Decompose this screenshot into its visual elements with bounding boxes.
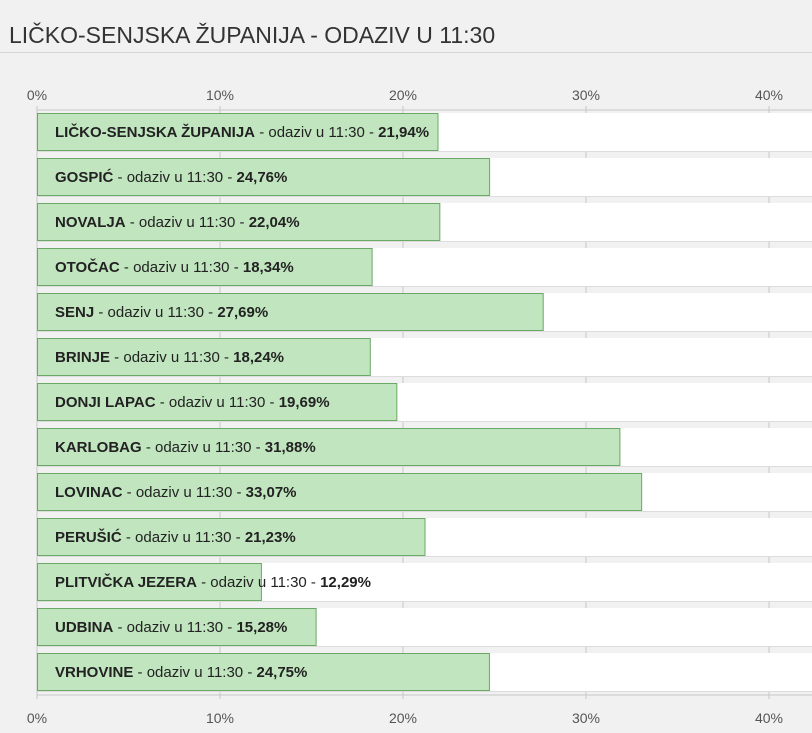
bar-label-category: GOSPIĆ [55,168,114,186]
bar-row: BRINJE - odaziv u 11:30 - 18,24% [37,338,812,377]
x-tick-label-top: 40% [755,87,783,103]
bar-label-middle: - odaziv u 11:30 - [123,484,246,501]
bar-label-value: 27,69% [217,304,268,321]
chart-title: LIČKO-SENJSKA ŽUPANIJA - ODAZIV U 11:30 [9,22,496,48]
bar-label-category: BRINJE [55,349,110,366]
bar-label-category: NOVALJA [55,214,126,231]
bar [37,248,373,286]
bar-row: VRHOVINE - odaziv u 11:30 - 24,75% [37,653,812,692]
bar-row: GOSPIĆ - odaziv u 11:30 - 24,76% [37,158,812,197]
bar [37,653,490,691]
bar [37,158,491,196]
bar-label-middle: - odaziv u 11:30 - [122,529,245,546]
bar [37,383,398,421]
bar-label-category: UDBINA [55,619,113,636]
x-tick-label-top: 10% [206,87,234,103]
bar [37,473,643,511]
bar-label-middle: - odaziv u 11:30 - [126,214,249,231]
bar-label-middle: - odaziv u 11:30 - [110,349,233,366]
bar-label-middle: - odaziv u 11:30 - [120,259,243,276]
bar-label: PERUŠIĆ - odaziv u 11:30 - 21,23% [55,528,296,546]
bar-label: PLITVIČKA JEZERA - odaziv u 11:30 - 12,2… [55,573,371,591]
bar-label-value: 22,04% [249,214,300,231]
bar-row: PERUŠIĆ - odaziv u 11:30 - 21,23% [37,518,812,557]
bar-label-middle: - odaziv u 11:30 - [113,619,236,636]
bar-label-category: KARLOBAG [55,439,142,456]
bar-label-category: LIČKO-SENJSKA ŽUPANIJA [55,123,255,141]
x-tick-label-bottom: 20% [389,710,417,726]
bar-label: UDBINA - odaziv u 11:30 - 15,28% [55,619,287,636]
bar-label-value: 12,29% [320,574,371,591]
bar [37,428,621,466]
bar-label: LIČKO-SENJSKA ŽUPANIJA - odaziv u 11:30 … [55,123,429,141]
bar-row: KARLOBAG - odaziv u 11:30 - 31,88% [37,428,812,467]
bar-label: LOVINAC - odaziv u 11:30 - 33,07% [55,484,297,501]
bar-label-middle: - odaziv u 11:30 - [197,574,320,591]
x-tick-label-bottom: 30% [572,710,600,726]
bar-label-value: 18,34% [243,259,294,276]
bar-label: NOVALJA - odaziv u 11:30 - 22,04% [55,214,300,231]
bar-label: OTOČAC - odaziv u 11:30 - 18,34% [55,258,294,276]
bar-label-middle: - odaziv u 11:30 - [133,664,256,681]
bar-label-value: 19,69% [279,394,330,411]
bar [37,563,262,601]
bar [37,293,544,331]
bar-row: OTOČAC - odaziv u 11:30 - 18,34% [37,248,812,287]
bar [37,608,317,646]
bar-label: KARLOBAG - odaziv u 11:30 - 31,88% [55,439,316,456]
x-tick-label-bottom: 10% [206,710,234,726]
bar-label-middle: - odaziv u 11:30 - [94,304,217,321]
bar-label-category: VRHOVINE [55,664,133,681]
bar-label: BRINJE - odaziv u 11:30 - 18,24% [55,349,284,366]
x-tick-label-bottom: 40% [755,710,783,726]
bar-label-middle: - odaziv u 11:30 - [113,169,236,186]
bar-row: PLITVIČKA JEZERA - odaziv u 11:30 - 12,2… [37,563,812,602]
bar-row: NOVALJA - odaziv u 11:30 - 22,04% [37,203,812,242]
bar-label-category: LOVINAC [55,484,123,501]
bar-label-value: 21,94% [378,124,429,141]
bar-label-value: 21,23% [245,529,296,546]
bar [37,113,439,151]
bar-label: VRHOVINE - odaziv u 11:30 - 24,75% [55,664,307,681]
bar [37,518,426,556]
bar-label-value: 24,76% [236,169,287,186]
bar-row: SENJ - odaziv u 11:30 - 27,69% [37,293,812,332]
x-tick-label-top: 30% [572,87,600,103]
bar-row: LIČKO-SENJSKA ŽUPANIJA - odaziv u 11:30 … [37,113,812,152]
bar-label-value: 31,88% [265,439,316,456]
bar-row: DONJI LAPAC - odaziv u 11:30 - 19,69% [37,383,812,422]
bar-row: LOVINAC - odaziv u 11:30 - 33,07% [37,473,812,512]
bar-label-category: PERUŠIĆ [55,528,122,546]
bar-label: SENJ - odaziv u 11:30 - 27,69% [55,304,268,321]
bar-label-value: 18,24% [233,349,284,366]
bar-label: GOSPIĆ - odaziv u 11:30 - 24,76% [55,168,287,186]
bar-label-value: 33,07% [246,484,297,501]
bar-label-middle: - odaziv u 11:30 - [156,394,279,411]
bar-label-value: 24,75% [256,664,307,681]
bar-label-category: DONJI LAPAC [55,394,156,411]
bar-label-category: SENJ [55,304,94,321]
bar [37,203,441,241]
x-tick-label-top: 20% [389,87,417,103]
bar-row: UDBINA - odaziv u 11:30 - 15,28% [37,608,812,647]
x-tick-label-bottom: 0% [27,710,47,726]
bar-label-value: 15,28% [236,619,287,636]
bar-label-category: PLITVIČKA JEZERA [55,573,197,591]
title-divider [0,52,812,53]
bar [37,338,371,376]
bar-label-category: OTOČAC [55,258,120,276]
bar-label-middle: - odaziv u 11:30 - [255,124,378,141]
x-tick-label-top: 0% [27,87,47,103]
bar-label: DONJI LAPAC - odaziv u 11:30 - 19,69% [55,394,330,411]
bar-label-middle: - odaziv u 11:30 - [142,439,265,456]
